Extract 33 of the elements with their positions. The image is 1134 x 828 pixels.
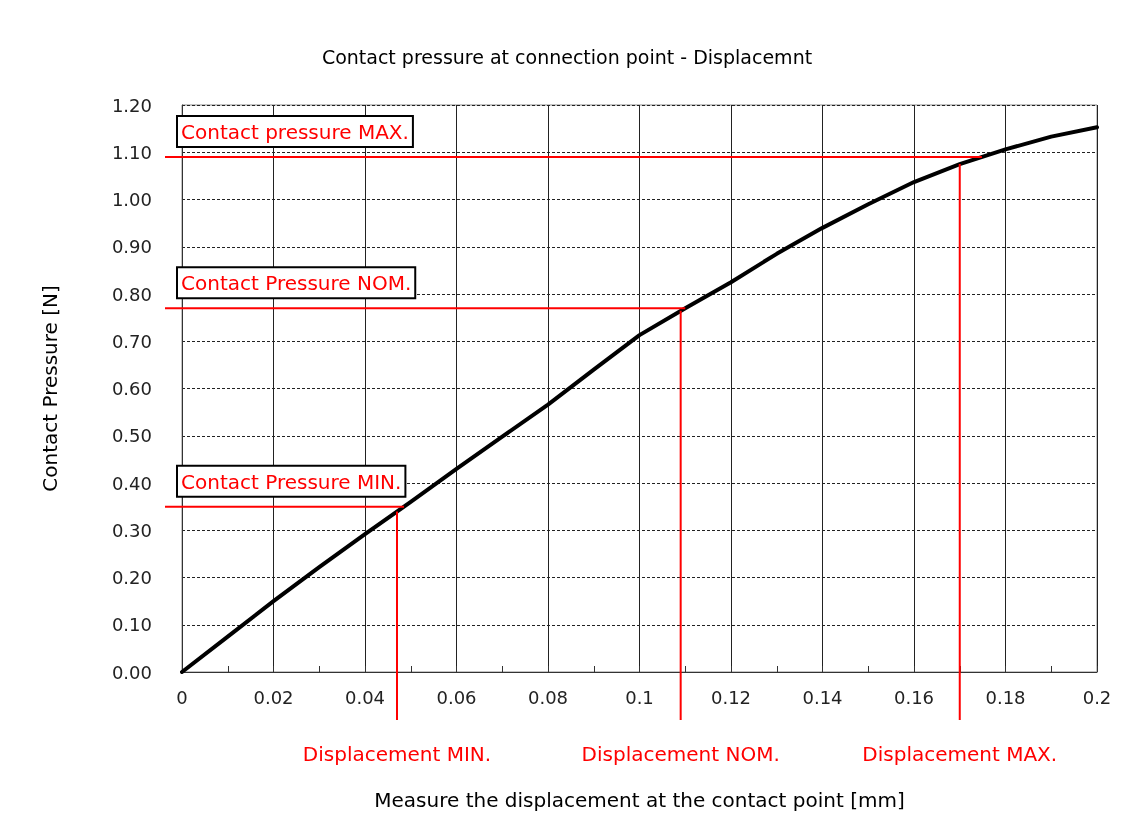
y-tick-label: 0.90 xyxy=(111,236,152,258)
y-tick-label: 0.70 xyxy=(111,330,152,352)
x-tick-label: 0.02 xyxy=(253,686,294,708)
y-tick-label: 1.00 xyxy=(111,189,152,210)
x-tick-label: 0.18 xyxy=(985,686,1026,708)
x-tick-label: 0.14 xyxy=(802,686,843,708)
x-tick-label: 0.2 xyxy=(1082,686,1112,708)
ref-line-label: Displacement MIN. xyxy=(302,742,492,766)
y-tick-label: 1.10 xyxy=(111,141,152,163)
ref-line-label: Contact Pressure NOM. xyxy=(181,271,412,296)
ref-line-label: Contact pressure MAX. xyxy=(181,119,409,144)
y-tick-label: 0.20 xyxy=(111,567,152,588)
y-tick-label: 1.20 xyxy=(111,94,152,116)
x-tick-label: 0.16 xyxy=(893,686,935,708)
y-tick-label: 0.50 xyxy=(111,425,152,447)
ref-line-label: Contact Pressure MIN. xyxy=(181,469,402,494)
y-tick-label: 0.10 xyxy=(111,614,152,636)
y-tick-label: 0.30 xyxy=(111,519,152,541)
x-tick-label: 0.1 xyxy=(625,686,654,708)
y-tick-label: 0.00 xyxy=(111,661,152,683)
x-tick-label: 0 xyxy=(176,686,188,708)
x-tick-label: 0.04 xyxy=(344,686,386,708)
y-tick-label: 0.80 xyxy=(111,283,152,305)
ref-line-label: Displacement NOM. xyxy=(581,742,780,766)
ref-line-label: Displacement MAX. xyxy=(862,742,1058,766)
y-tick-label: 0.40 xyxy=(111,472,152,494)
x-tick-label: 0.06 xyxy=(436,686,477,708)
x-tick-label: 0.12 xyxy=(710,686,752,708)
chart-title: Contact pressure at connection point - Displacemnt xyxy=(321,45,813,68)
y-axis-title: Contact Pressure [N] xyxy=(38,285,62,492)
x-axis-title: Measure the displacement at the contact point [mm] xyxy=(374,788,905,812)
y-tick-label: 0.60 xyxy=(111,378,152,399)
x-tick-label: 0.08 xyxy=(527,686,569,708)
